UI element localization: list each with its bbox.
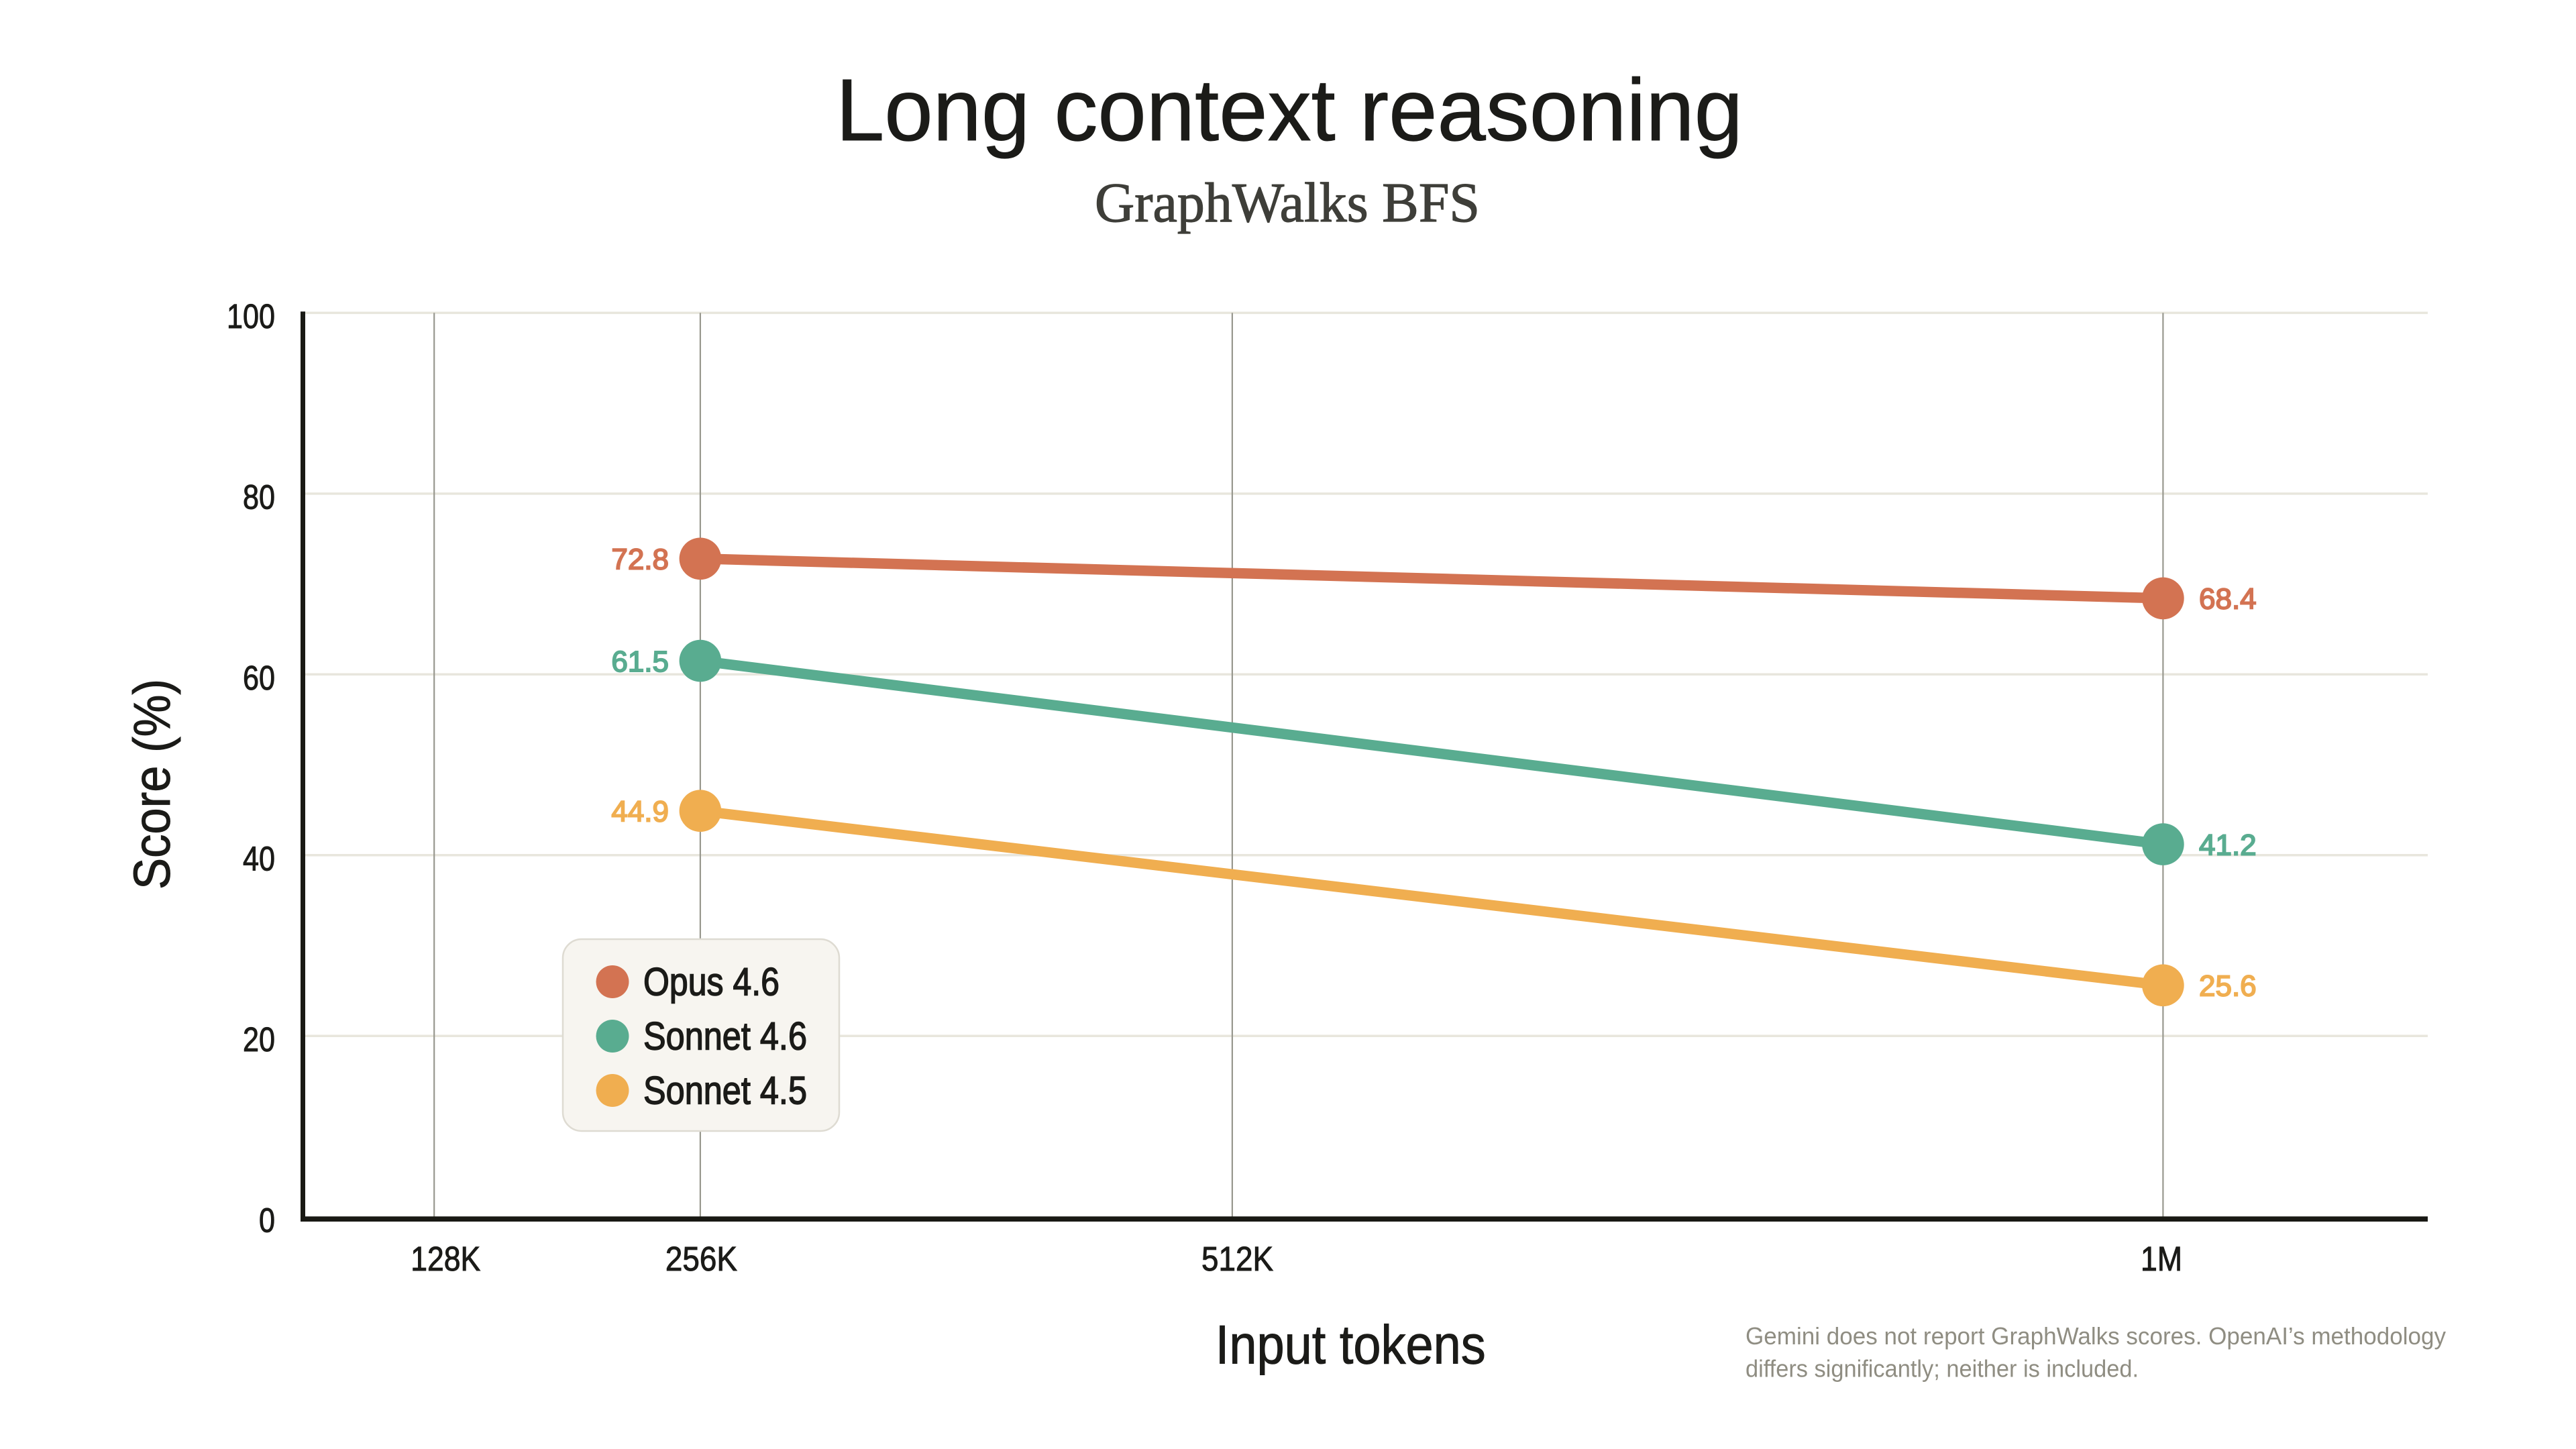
svg-text:512K: 512K [1201,1240,1273,1278]
svg-text:44.9: 44.9 [611,795,669,828]
svg-text:256K: 256K [665,1240,737,1278]
svg-text:60: 60 [243,659,275,697]
svg-text:Score (%): Score (%) [123,679,181,890]
svg-text:61.5: 61.5 [611,645,669,678]
svg-text:Gemini does not report GraphWa: Gemini does not report GraphWalks scores… [1746,1322,2446,1350]
svg-text:40: 40 [243,839,275,877]
svg-text:72.8: 72.8 [611,543,669,576]
svg-text:20: 20 [243,1020,275,1059]
svg-text:Sonnet 4.5: Sonnet 4.5 [643,1069,807,1113]
svg-text:25.6: 25.6 [2199,970,2257,1003]
svg-text:128K: 128K [411,1240,480,1278]
svg-text:Opus 4.6: Opus 4.6 [643,961,780,1004]
svg-text:100: 100 [227,297,275,335]
svg-text:GraphWalks BFS: GraphWalks BFS [1095,172,1480,234]
svg-text:1M: 1M [2141,1240,2182,1278]
svg-text:Input tokens: Input tokens [1216,1315,1486,1376]
svg-text:68.4: 68.4 [2199,583,2257,616]
svg-text:0: 0 [259,1201,275,1239]
svg-text:80: 80 [243,478,275,517]
svg-text:Sonnet 4.6: Sonnet 4.6 [643,1015,807,1059]
svg-text:Long context reasoning: Long context reasoning [836,60,1743,159]
svg-text:differs significantly; neither: differs significantly; neither is includ… [1746,1355,2139,1383]
svg-text:41.2: 41.2 [2199,828,2257,861]
